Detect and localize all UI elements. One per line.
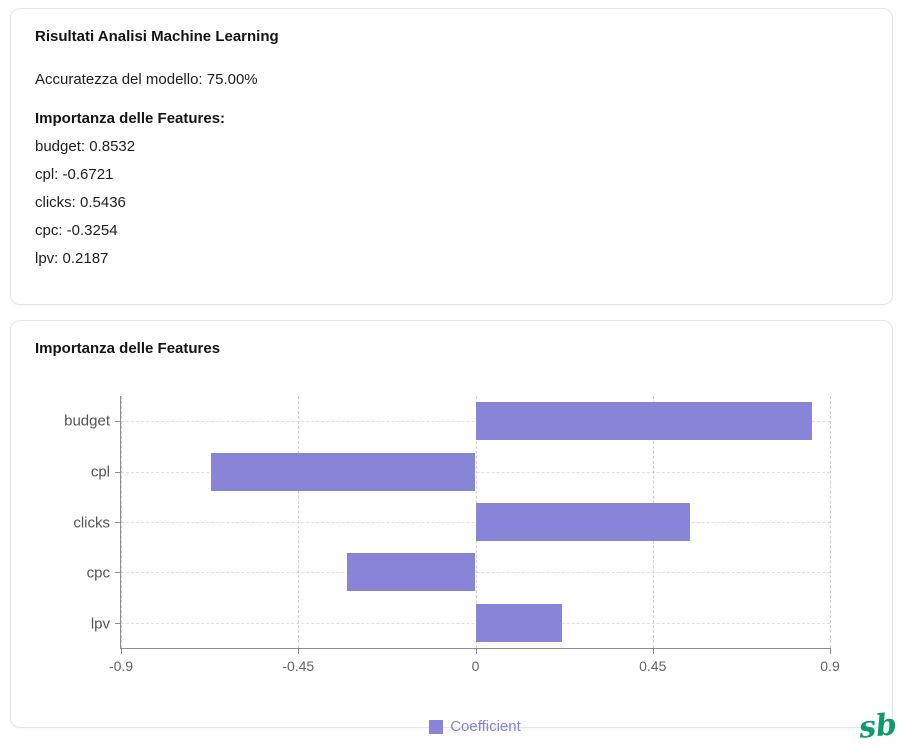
category-label-cpl: cpl <box>90 463 110 481</box>
bar-lpv[interactable] <box>475 603 562 642</box>
feature-line-budget: budget: 0.8532 <box>35 138 136 155</box>
legend-label-coefficient: Coefficient <box>450 718 521 735</box>
x-axis-tick <box>475 648 477 654</box>
results-card: Risultati Analisi Machine Learning Accur… <box>10 8 893 305</box>
y-axis-tick <box>115 471 121 473</box>
feature-line-clicks: clicks: 0.5436 <box>35 194 126 211</box>
grid-line-vertical <box>830 396 831 648</box>
x-axis-tick <box>298 648 300 654</box>
feature-line-lpv: lpv: 0.2187 <box>35 250 109 267</box>
legend-swatch-coefficient <box>429 720 444 734</box>
grid-line-vertical <box>298 396 300 648</box>
bar-clicks[interactable] <box>475 503 690 541</box>
bar-cpc[interactable] <box>347 553 476 592</box>
feature-line-cpl: cpl: -0.6721 <box>35 166 114 183</box>
chart-card: Importanza delle Features budget cpl click… <box>10 320 893 735</box>
bar-budget[interactable] <box>475 402 812 441</box>
x-axis-tick-label: 0.9 <box>820 658 840 674</box>
x-axis-tick-label: -0.45 <box>282 658 315 674</box>
chart-legend: Coefficient <box>120 719 830 735</box>
x-axis-tick-label: 0 <box>471 658 480 674</box>
results-title: Risultati Analisi Machine Learning <box>35 28 279 45</box>
bar-cpl[interactable] <box>210 452 476 491</box>
category-label-lpv: lpv <box>90 615 110 633</box>
y-axis-tick <box>115 572 121 574</box>
features-heading: Importanza delle Features: <box>35 110 226 127</box>
accuracy-text: Accuratezza del modello: 75.00% <box>35 71 258 88</box>
category-label-budget: budget <box>64 412 110 430</box>
category-label-clicks: clicks <box>73 514 110 531</box>
grid-line-vertical <box>121 396 122 648</box>
corner-logo[interactable]: sb <box>857 707 899 746</box>
y-axis-tick <box>115 421 121 423</box>
feature-line-cpc: cpc: -0.3254 <box>35 222 118 239</box>
x-axis-tick-label: -0.9 <box>108 658 134 674</box>
bar-chart: budget cpl clicks cpc lpv -0.9 -0.45 0 0.45 0.9 … <box>35 396 868 735</box>
x-axis-tick <box>830 648 831 654</box>
chart-title: Importanza delle Features <box>35 340 221 357</box>
x-axis-tick-label: 0.45 <box>639 658 667 674</box>
category-label-cpc: cpc <box>86 564 110 582</box>
chart-plot-area: -0.9 -0.45 0 0.45 0.9 <box>109 396 840 674</box>
y-axis-tick <box>115 522 121 523</box>
x-axis-tick <box>652 648 654 654</box>
y-axis-tick <box>115 622 121 624</box>
y-axis-labels: budget cpl clicks cpc lpv <box>35 396 120 649</box>
x-axis-tick <box>121 648 122 654</box>
